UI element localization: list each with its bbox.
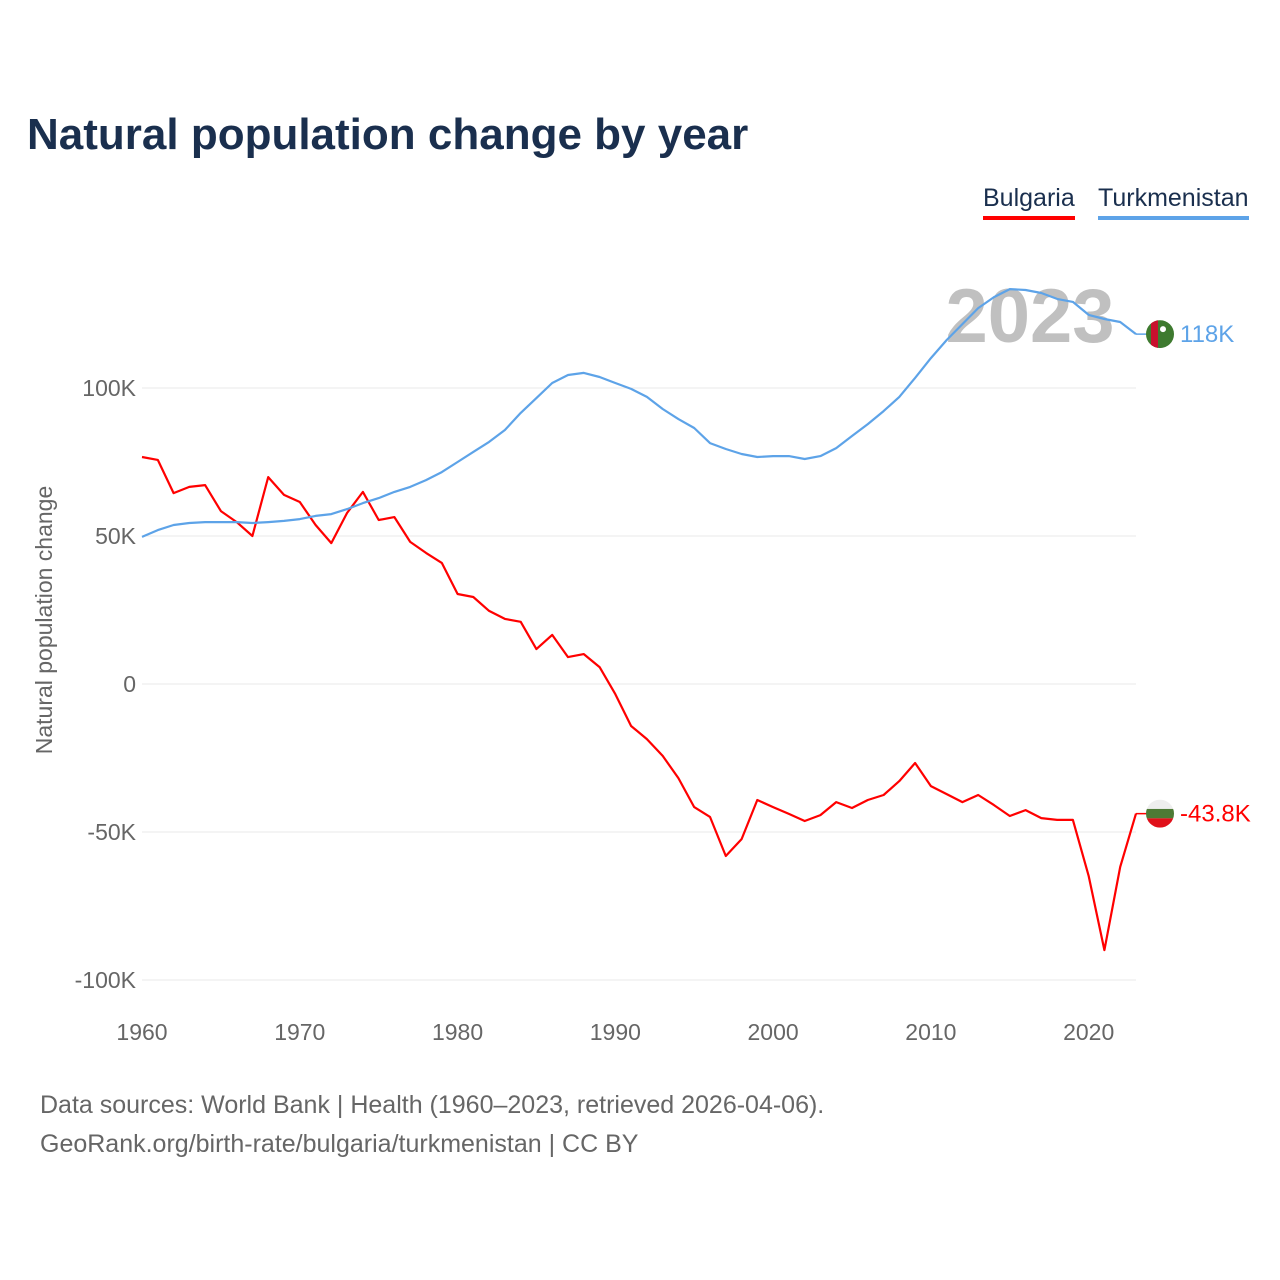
year-watermark: 2023: [945, 274, 1114, 359]
data-sources: Data sources: World Bank | Health (1960–…: [40, 1091, 825, 1119]
flag-stripe-white: [1146, 799, 1174, 810]
chart-title: Natural population change by year: [27, 110, 749, 159]
footer: Data sources: World Bank | Health (1960–…: [40, 1086, 824, 1164]
legend-item-bulgaria[interactable]: Bulgaria: [983, 184, 1075, 220]
x-tick-label: 2020: [1063, 1019, 1114, 1045]
y-tick-label: 0: [123, 671, 136, 697]
y-tick-label: -100K: [75, 967, 137, 993]
x-tick-label: 2000: [748, 1019, 799, 1045]
turkmenistan-flag-icon: [1146, 320, 1174, 349]
x-tick-label: 1990: [590, 1019, 641, 1045]
x-tick-label: 1960: [116, 1019, 167, 1045]
series-line-turkmenistan: [141, 288, 1137, 538]
end-value-label: 118K: [1180, 321, 1234, 348]
end-value-label: -43.8K: [1180, 801, 1251, 828]
y-tick-label: 50K: [95, 523, 137, 549]
flag-crescent: [1160, 326, 1166, 333]
y-tick-label: 100K: [82, 375, 136, 401]
bulgaria-flag-icon: [1146, 799, 1174, 828]
flag-field-green: [1146, 320, 1174, 349]
flag-stripe-red: [1151, 320, 1158, 349]
series-line-bulgaria: [141, 455, 1138, 952]
y-tick-label: -50K: [87, 819, 136, 845]
x-tick-label: 1980: [432, 1019, 483, 1045]
y-axis-label: Natural population change: [31, 486, 57, 755]
attribution: GeoRank.org/birth-rate/bulgaria/turkmeni…: [40, 1130, 639, 1158]
x-tick-label: 1970: [274, 1019, 325, 1045]
flag-stripe-green: [1146, 808, 1174, 819]
legend-item-turkmenistan[interactable]: Turkmenistan: [1098, 184, 1249, 220]
flag-stripe-red: [1146, 818, 1174, 828]
x-tick-label: 2010: [905, 1019, 956, 1045]
